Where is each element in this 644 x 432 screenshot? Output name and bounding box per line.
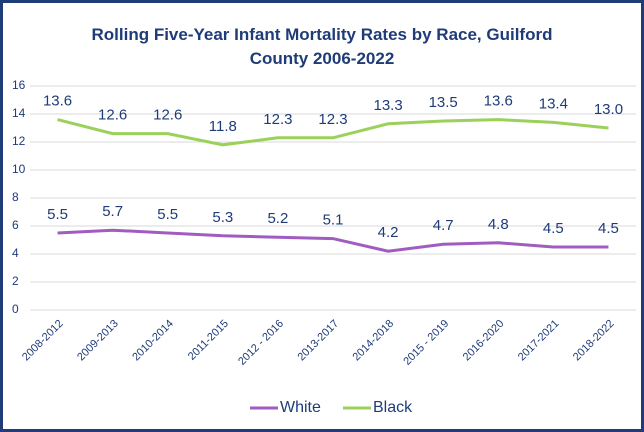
data-label: 5.2 xyxy=(267,210,288,227)
data-label: 5.3 xyxy=(212,209,233,226)
y-tick-label: 2 xyxy=(12,274,19,288)
data-label: 12.6 xyxy=(98,107,127,124)
y-tick-label: 16 xyxy=(12,78,26,92)
legend-label: Black xyxy=(373,399,413,416)
chart-title: Rolling Five-Year Infant Mortality Rates… xyxy=(92,25,553,68)
y-tick-label: 14 xyxy=(12,106,26,120)
data-label: 4.5 xyxy=(598,220,619,237)
data-label: 13.5 xyxy=(429,94,458,111)
data-label: 5.1 xyxy=(323,212,344,229)
data-label: 13.6 xyxy=(43,93,72,110)
data-label: 12.3 xyxy=(318,111,347,128)
y-tick-label: 0 xyxy=(12,302,19,316)
y-tick-label: 8 xyxy=(12,190,19,204)
data-label: 12.6 xyxy=(153,107,182,124)
y-tick-label: 12 xyxy=(12,134,26,148)
data-label: 5.7 xyxy=(102,203,123,220)
data-label: 4.8 xyxy=(488,216,509,233)
data-label: 5.5 xyxy=(157,206,178,223)
data-label: 13.3 xyxy=(373,97,402,114)
y-tick-label: 6 xyxy=(12,218,19,232)
y-tick-label: 10 xyxy=(12,162,26,176)
data-label: 13.0 xyxy=(594,101,623,118)
data-label: 13.4 xyxy=(539,95,568,112)
series-line xyxy=(57,118,609,147)
y-tick-label: 4 xyxy=(12,246,19,260)
data-label: 12.3 xyxy=(263,111,292,128)
data-label: 13.6 xyxy=(484,93,513,110)
legend-label: White xyxy=(280,399,321,416)
data-label: 5.5 xyxy=(47,206,68,223)
data-label: 4.7 xyxy=(433,217,454,234)
data-label: 4.5 xyxy=(543,220,564,237)
series-line xyxy=(57,228,609,253)
data-label: 4.2 xyxy=(378,224,399,241)
data-label: 11.8 xyxy=(209,118,237,135)
